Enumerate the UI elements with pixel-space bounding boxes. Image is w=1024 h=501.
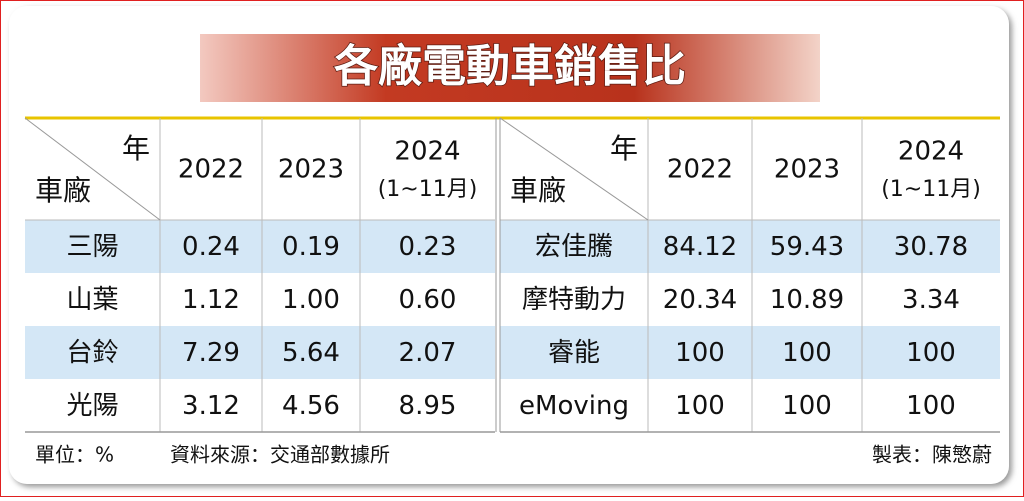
footer-unit: 單位：% (35, 443, 114, 467)
cell: 3.12 (182, 391, 240, 421)
cell: 0.24 (182, 232, 240, 262)
cell: 3.34 (902, 285, 960, 315)
row-label: 光陽 (66, 391, 118, 421)
cell: 59.43 (770, 232, 844, 262)
cell: 84.12 (663, 232, 737, 262)
cell: 1.12 (182, 285, 240, 315)
header-year: 2024 (898, 137, 964, 167)
corner-bottom: 車廠 (35, 174, 91, 207)
cell: 8.95 (399, 391, 457, 421)
cell: 0.60 (399, 285, 457, 315)
cell: 5.64 (282, 338, 340, 368)
row-label: 台鈴 (66, 338, 118, 368)
header-year: 2023 (278, 155, 344, 185)
row-band (500, 326, 1000, 379)
header-year: 2023 (774, 155, 840, 185)
corner-diagonal (24, 117, 161, 221)
cell: 7.29 (182, 338, 240, 368)
row-label: 宏佳騰 (535, 232, 613, 262)
header-note: (1~11月) (378, 177, 478, 202)
cell: 100 (782, 338, 832, 368)
cell: 2.07 (399, 338, 457, 368)
cell: 0.23 (399, 232, 457, 262)
row-band (500, 220, 1000, 273)
corner-top: 年 (122, 132, 150, 165)
cell: 30.78 (894, 232, 968, 262)
header-note: (1~11月) (881, 177, 981, 202)
corner-diagonal (499, 117, 649, 221)
cell: 0.19 (282, 232, 340, 262)
row-band (25, 220, 495, 273)
corner-top: 年 (610, 132, 638, 165)
row-label: eMoving (519, 391, 629, 421)
cell: 4.56 (282, 391, 340, 421)
cell: 100 (906, 338, 956, 368)
title: 各廠電動車銷售比 (334, 41, 686, 92)
cell: 100 (675, 391, 725, 421)
cell: 100 (675, 338, 725, 368)
cell: 100 (782, 391, 832, 421)
row-label: 睿能 (548, 338, 600, 368)
cell: 20.34 (663, 285, 737, 315)
cell: 1.00 (282, 285, 340, 315)
footer-source: 資料來源：交通部數據所 (170, 443, 390, 467)
row-band (25, 326, 495, 379)
corner-bottom: 車廠 (510, 174, 566, 207)
footer-author: 製表：陳慜蔚 (872, 443, 992, 467)
header-year: 2024 (394, 137, 460, 167)
row-label: 三陽 (66, 232, 118, 262)
cell: 100 (906, 391, 956, 421)
row-label: 山葉 (66, 285, 118, 315)
header-year: 2022 (178, 155, 244, 185)
row-label: 摩特動力 (522, 285, 626, 315)
tables: 三陽 0.24 0.19 0.23 山葉 1.12 1.00 0.60 台鈴 7.29 5.64 2.… (24, 117, 1000, 433)
cell: 10.89 (770, 285, 844, 315)
title-banner (200, 34, 820, 102)
header-year: 2022 (667, 155, 733, 185)
